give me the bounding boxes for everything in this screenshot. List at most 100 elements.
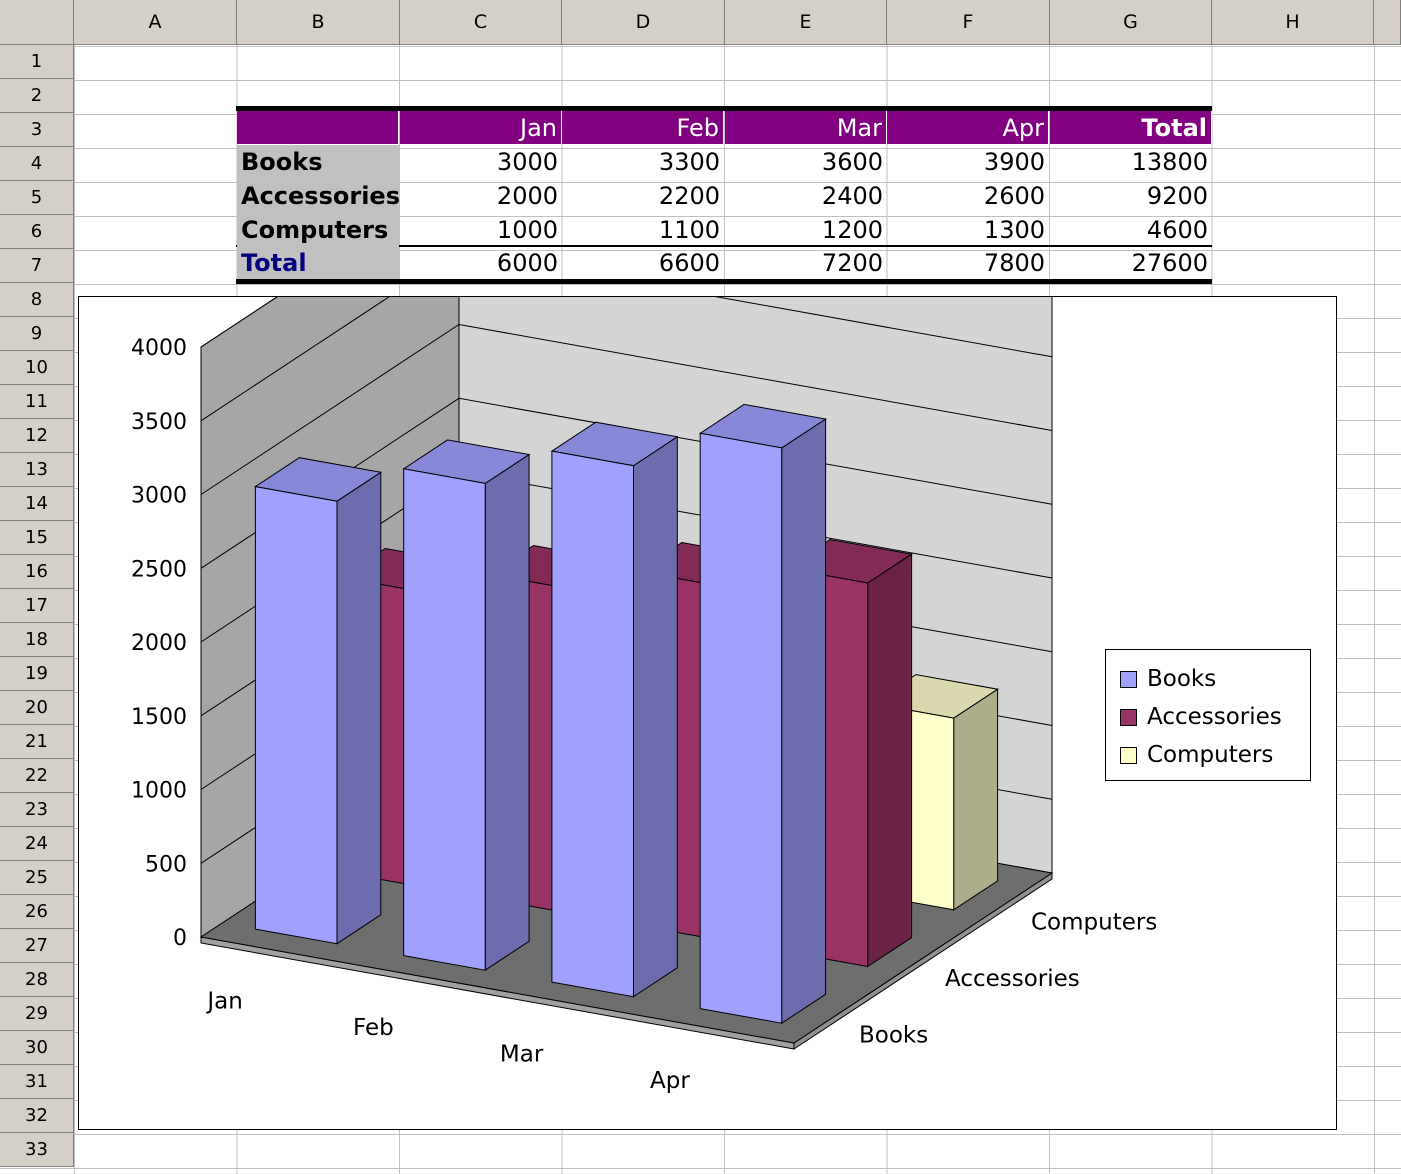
bar-books-mar	[551, 450, 634, 998]
cell-F4[interactable]: 3900	[983, 148, 1045, 176]
cell-E3[interactable]: Mar	[725, 111, 887, 144]
row-header-30[interactable]: 30	[0, 1031, 74, 1065]
row-header-10[interactable]: 10	[0, 351, 74, 385]
cell-D4[interactable]: 3300	[658, 148, 720, 176]
cell-C5[interactable]: 2000	[496, 182, 558, 210]
cell-F5[interactable]: 2600	[983, 182, 1045, 210]
depth-series-label: Books	[859, 1023, 928, 1049]
row-header-14[interactable]: 14	[0, 487, 74, 521]
row-header-19[interactable]: 19	[0, 657, 74, 691]
cell-G6[interactable]: 4600	[1146, 216, 1208, 244]
row-header-15[interactable]: 15	[0, 521, 74, 555]
row-header-29[interactable]: 29	[0, 997, 74, 1031]
cell-E7[interactable]: 7200	[821, 249, 883, 277]
y-tick-label: 3500	[131, 410, 187, 435]
y-tick-label: 4000	[131, 336, 187, 361]
row-header-26[interactable]: 26	[0, 895, 74, 929]
cell-G3[interactable]: Total	[1050, 111, 1212, 144]
row-header-28[interactable]: 28	[0, 963, 74, 997]
row-header-18[interactable]: 18	[0, 623, 74, 657]
cell-D7[interactable]: 6600	[658, 249, 720, 277]
row-header-20[interactable]: 20	[0, 691, 74, 725]
y-tick-label: 2500	[131, 557, 187, 582]
cell-E4[interactable]: 3600	[821, 148, 883, 176]
row-header-24[interactable]: 24	[0, 827, 74, 861]
column-header-f[interactable]: F	[887, 0, 1050, 45]
gridline-3000	[200, 323, 1053, 495]
x-category-label: Mar	[500, 1041, 544, 1067]
cell-D5[interactable]: 2200	[658, 182, 720, 210]
column-header-d[interactable]: D	[562, 0, 725, 45]
row-header-12[interactable]: 12	[0, 419, 74, 453]
cell-G4[interactable]: 13800	[1131, 148, 1208, 176]
column-header-g[interactable]: G	[1050, 0, 1212, 45]
row-header-5[interactable]: 5	[0, 181, 74, 215]
row-header-1[interactable]: 1	[0, 45, 74, 79]
bar-computers-apr-side	[953, 688, 999, 911]
cell-C7[interactable]: 6000	[496, 249, 558, 277]
row-header-32[interactable]: 32	[0, 1099, 74, 1133]
row-header-16[interactable]: 16	[0, 555, 74, 589]
cell-C6[interactable]: 1000	[496, 216, 558, 244]
table-bottom-border	[236, 279, 1212, 284]
x-category-label: Feb	[353, 1015, 394, 1041]
row-header-6[interactable]: 6	[0, 215, 74, 249]
cell-B5[interactable]: Accessories	[237, 179, 399, 213]
row-header-8[interactable]: 8	[0, 283, 74, 317]
cell-D3[interactable]: Feb	[562, 111, 724, 144]
legend-item-computers: Computers	[1120, 736, 1310, 774]
cell-B7[interactable]: Total	[237, 247, 399, 279]
legend-swatch-books	[1120, 670, 1137, 688]
cell-G7[interactable]: 27600	[1131, 249, 1208, 277]
cell-C3[interactable]: Jan	[400, 111, 562, 144]
y-tick-label: 1000	[131, 779, 187, 804]
depth-series-label: Computers	[1031, 909, 1157, 935]
cell-F3[interactable]: Apr	[887, 111, 1049, 144]
row-header-17[interactable]: 17	[0, 589, 74, 623]
table-total-border	[236, 245, 1212, 247]
bar-books-apr	[699, 432, 783, 1024]
row-header-33[interactable]: 33	[0, 1133, 74, 1167]
select-all-corner[interactable]	[0, 0, 74, 45]
row-header-21[interactable]: 21	[0, 725, 74, 759]
cell-C4[interactable]: 3000	[496, 148, 558, 176]
legend-swatch-computers	[1120, 746, 1137, 764]
column-header-partial[interactable]	[1374, 0, 1401, 45]
column-header-e[interactable]: E	[725, 0, 887, 45]
row-header-23[interactable]: 23	[0, 793, 74, 827]
bar-books-mar-side	[633, 435, 678, 998]
row-header-27[interactable]: 27	[0, 929, 74, 963]
column-header-b[interactable]: B	[237, 0, 400, 45]
x-category-label: Jan	[205, 988, 242, 1014]
cell-E6[interactable]: 1200	[821, 216, 883, 244]
cell-G5[interactable]: 9200	[1146, 182, 1208, 210]
row-header-4[interactable]: 4	[0, 147, 74, 181]
row-header-3[interactable]: 3	[0, 113, 74, 147]
row-header-25[interactable]: 25	[0, 861, 74, 895]
embedded-3d-column-chart[interactable]: 0 500 1000 1500 2000 2500 3000 3500 4000 Jan Feb Ma…	[78, 296, 1337, 1130]
bar-books-feb-side	[484, 453, 530, 972]
row-header-2[interactable]: 2	[0, 79, 74, 113]
row-header-13[interactable]: 13	[0, 453, 74, 487]
column-header-h[interactable]: H	[1212, 0, 1374, 45]
column-header-a[interactable]: A	[74, 0, 237, 45]
row-header-7[interactable]: 7	[0, 249, 74, 283]
legend-label-computers: Computers	[1147, 742, 1274, 768]
cell-D6[interactable]: 1100	[658, 216, 720, 244]
chart-legend[interactable]: Books Accessories Computers	[1105, 649, 1311, 781]
cell-B3[interactable]	[237, 111, 399, 144]
y-tick-label: 3000	[131, 484, 187, 509]
cell-F7[interactable]: 7800	[983, 249, 1045, 277]
cell-B6[interactable]: Computers	[237, 213, 399, 247]
cell-B4[interactable]: Books	[237, 145, 399, 179]
row-header-11[interactable]: 11	[0, 385, 74, 419]
cell-E5[interactable]: 2400	[821, 182, 883, 210]
row-header-31[interactable]: 31	[0, 1065, 74, 1099]
column-header-c[interactable]: C	[400, 0, 562, 45]
y-tick-label: 2000	[131, 631, 187, 656]
row-header-22[interactable]: 22	[0, 759, 74, 793]
cell-F6[interactable]: 1300	[983, 216, 1045, 244]
legend-label-books: Books	[1147, 666, 1217, 692]
row-header-9[interactable]: 9	[0, 317, 74, 351]
